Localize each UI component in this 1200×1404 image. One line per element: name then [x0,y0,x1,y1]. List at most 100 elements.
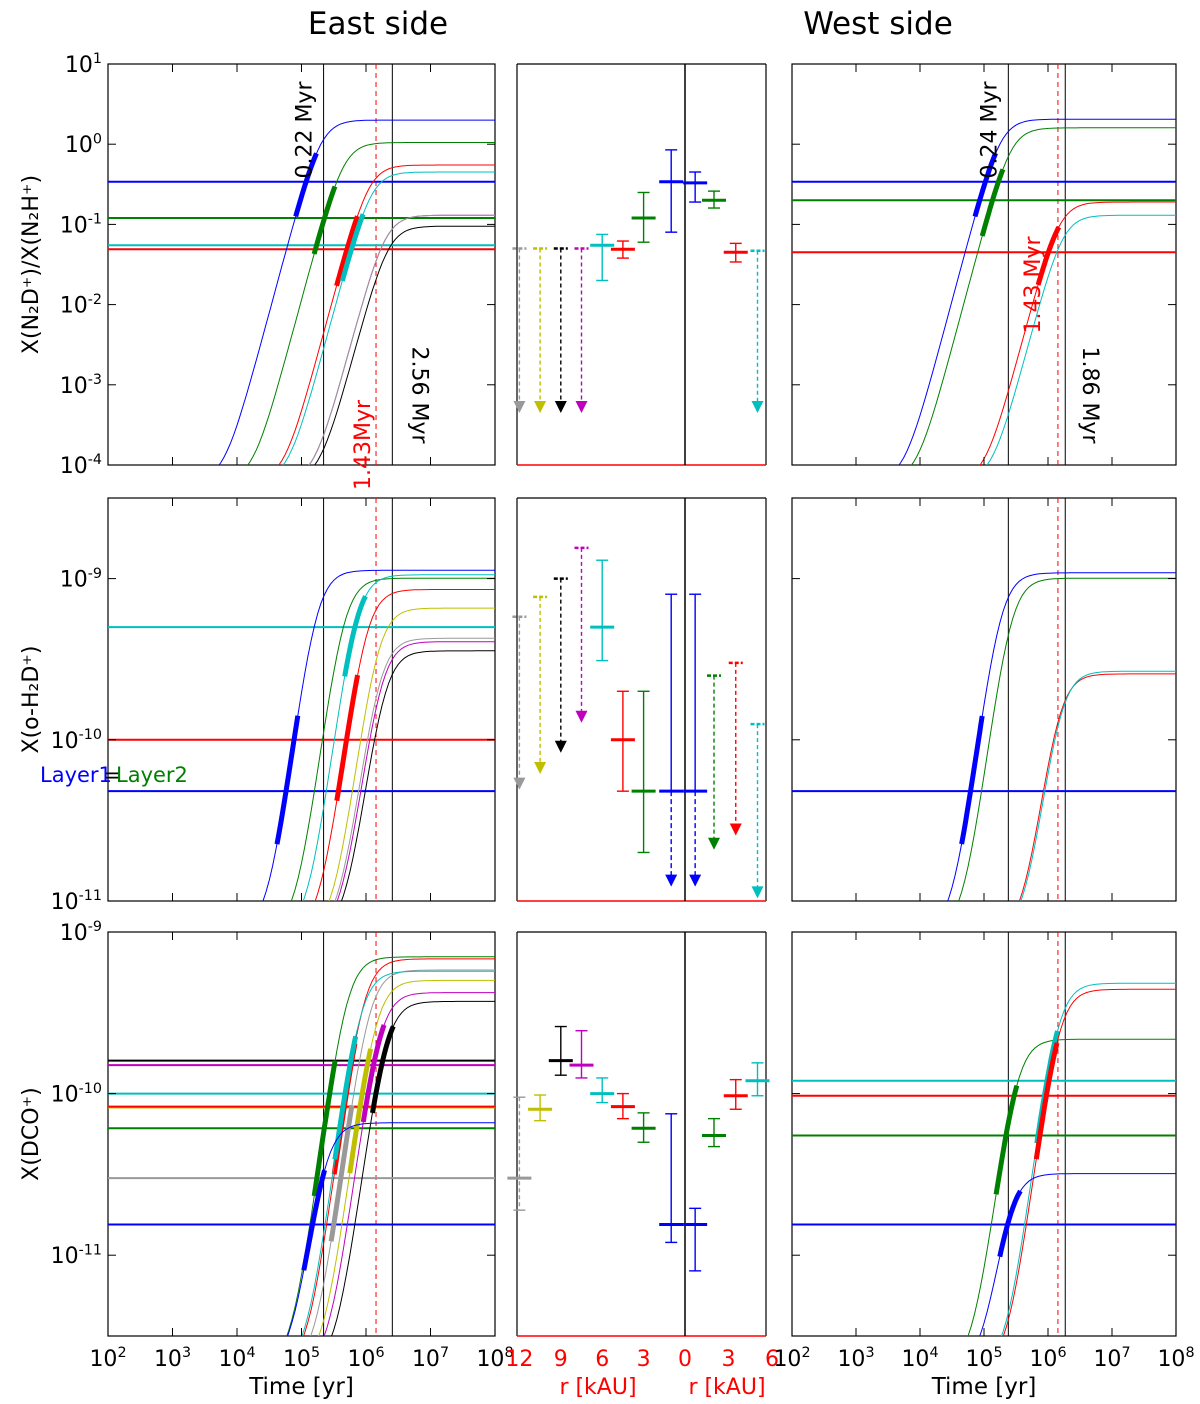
radius-tick-west: 3 [722,1347,736,1372]
x-axis-label-time: Time [yr] [931,1374,1037,1400]
data-point-green [702,190,726,209]
panel-frame [791,497,1177,902]
model-curve-magenta [308,214,495,465]
data-point-gray [507,1096,532,1211]
model-curve-red [1018,673,1176,901]
x-tick-label: 106 [347,1345,384,1372]
age-label-east-late: 2.56 Myr [406,346,431,444]
model-curve-gray [334,637,495,901]
data-point-blue [683,1207,708,1272]
limit-arrow [554,400,567,413]
match-segment-green [311,185,338,255]
match-segment-blue [959,715,985,845]
x-tick-label: 104 [218,1345,255,1372]
radius-tick-east: 6 [595,1347,609,1372]
model-curve-black [340,650,495,901]
x-tick-label: 105 [965,1345,1002,1372]
y-tick-label: 10-10 [51,727,102,754]
limit-arrow [513,400,526,413]
x-tick-label: 106 [1029,1345,1066,1372]
model-curve-black [314,225,495,465]
data-point-red [723,242,748,263]
x-axis-label-time: Time [yr] [248,1374,354,1400]
data-point-yellow [528,1094,553,1122]
data-point-cyan [590,559,615,662]
data-point-yellow [533,595,548,774]
model-curve-green [290,577,495,901]
x-tick-label: 107 [412,1345,449,1372]
panel-east-row2 [107,931,496,1337]
data-point-magenta [569,1030,594,1079]
model-curve-cyan [301,970,495,1336]
age-label-east-early: 0.22 Myr [293,81,318,179]
match-segment-blue [997,1189,1023,1258]
panel-radius-row1 [512,497,767,902]
y-tick-label: 10-1 [60,212,102,239]
panel-west-row1 [791,497,1177,902]
limit-arrow [751,886,764,899]
data-point-green [702,1117,726,1148]
data-point-red [610,240,635,259]
model-curve-cyan [302,574,495,901]
limit-arrow [534,400,547,413]
data-point-blue [659,593,684,887]
match-segment-red [334,674,361,802]
y-tick-label: 101 [65,51,102,78]
y-tick-label: 10-11 [51,888,102,915]
data-point-magenta [574,546,589,723]
model-curve-magenta [336,641,495,901]
panel-content [108,64,495,465]
panel-frame [107,497,496,902]
x-tick-label: 102 [89,1345,126,1372]
red-age-label-west: 1.43 Myr [1021,236,1046,334]
x-tick-label: 105 [283,1345,320,1372]
red-age-label-east: 1.43Myr [351,399,376,490]
panel-frame [791,931,1177,1337]
model-curve-yellow [318,979,495,1336]
model-curve-green [286,956,495,1336]
y-axis-label: X(o-H₂D⁺) [19,646,44,754]
data-point-green [707,674,721,850]
data-point-magenta [574,247,589,413]
y-axis-label: X(DCO⁺) [19,1087,44,1180]
model-curve-blue [262,569,495,901]
data-point-gray [512,615,527,790]
legend-separator: = [104,763,122,787]
data-point-red [723,1078,748,1110]
limit-arrow [665,874,678,887]
data-point-green [631,690,656,854]
data-point-blue [683,171,708,203]
match-segment-red [1033,1042,1060,1160]
data-point-black [553,577,568,753]
panel-west-row2 [791,931,1177,1337]
model-curve-red [278,164,495,465]
limit-arrow [708,837,720,850]
data-point-black [548,1025,573,1076]
limit-arrow [575,400,588,413]
data-point-black [553,247,568,413]
panel-radius-row0 [512,63,767,466]
title-west: West side [803,6,953,42]
model-curve-green [958,577,1176,901]
radius-tick-west: 6 [765,1347,779,1372]
model-curve-cyan [1020,670,1176,901]
x-tick-label: 104 [901,1345,938,1372]
plot-area: 10-4 10-3 10-2 10-1 100 101 X(N₂D⁺)/X(N₂H⁺) 10-… [19,51,1195,1400]
match-segment-green [993,1084,1020,1195]
match-segment-red [1035,225,1062,286]
data-point-cyan [745,1062,770,1097]
data-point-blue [659,149,684,233]
model-curve-green [247,142,495,465]
x-tick-label: 102 [773,1345,810,1372]
match-segment-green [979,168,1006,237]
match-segment-blue [293,152,319,218]
x-axis-label-radius-east: r [kAU] [559,1375,636,1400]
model-curve-gray [310,969,495,1336]
match-segment-blue [274,715,301,845]
y-tick-label: 10-9 [60,566,102,593]
panel-content [792,498,1176,901]
model-curve-blue [979,1173,1176,1336]
model-curve-cyan [986,214,1176,465]
data-point-cyan [750,249,765,413]
